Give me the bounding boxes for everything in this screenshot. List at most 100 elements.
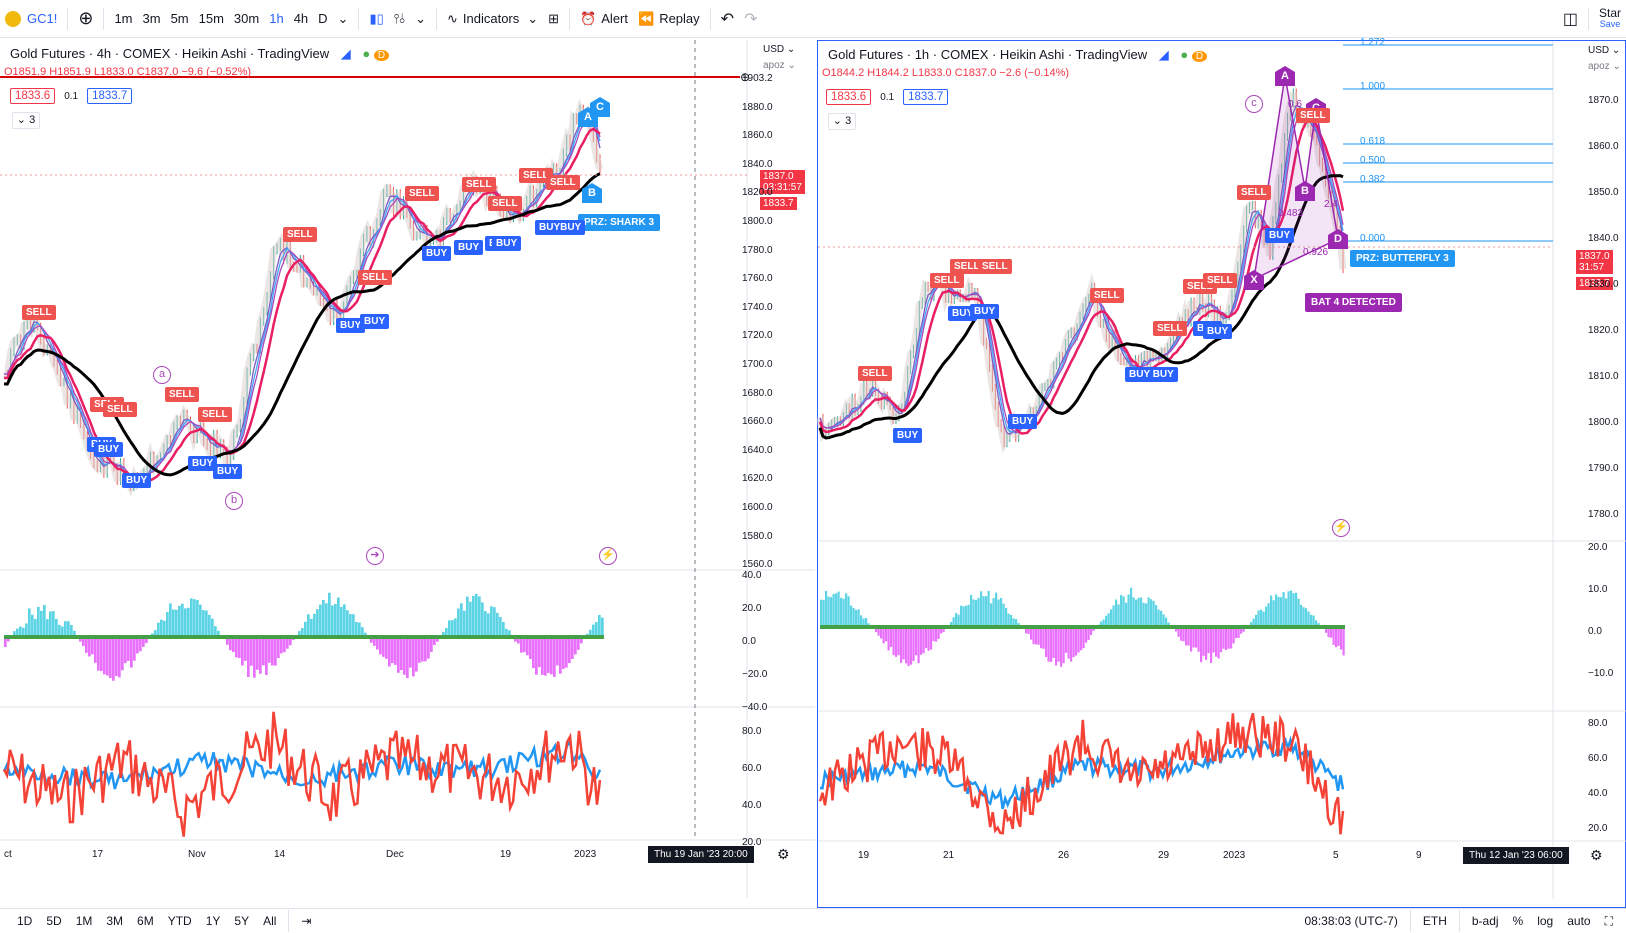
replay-button[interactable]: ⏪ Replay — [633, 0, 705, 38]
histogram-bar — [499, 617, 502, 637]
time-tick: 19 — [858, 850, 870, 861]
histogram-bar — [1100, 621, 1103, 627]
histogram-bar — [877, 627, 880, 636]
symbol-search[interactable]: GC1! — [0, 0, 62, 38]
histogram-bar — [1005, 607, 1008, 627]
layout-icon[interactable]: ◫ — [1562, 10, 1578, 28]
gear-icon[interactable]: ⚙ — [777, 846, 790, 862]
account-selector[interactable]: apoz ⌄ — [1588, 61, 1621, 72]
chevron-down-icon[interactable]: ⌄ — [415, 10, 426, 26]
last-price-tag: 1837.0 03:31:57 — [760, 170, 805, 194]
histogram-bar — [1087, 627, 1090, 641]
templates-grid-icon[interactable]: ⊞ — [548, 10, 560, 26]
histogram-bar — [1327, 627, 1330, 638]
currency-selector[interactable]: USD ⌄ — [763, 44, 796, 55]
log-toggle[interactable]: log — [1537, 914, 1554, 928]
star-label: Star — [1598, 5, 1621, 20]
histogram-bar — [598, 614, 601, 637]
indicators-collapse-button[interactable]: ⌄ 3 — [12, 112, 40, 129]
range-All[interactable]: All — [263, 914, 277, 928]
currency-selector[interactable]: USD ⌄ — [1588, 45, 1621, 56]
indicators-button[interactable]: ∿ Indicators ⌄ — [442, 0, 543, 38]
candle-chart-type-icon[interactable]: ⫯⫰ — [393, 10, 406, 26]
price-tick: 10.0 — [1588, 584, 1608, 595]
histogram-bar — [355, 621, 358, 637]
right-chart-canvas[interactable] — [816, 41, 1626, 909]
timeframe-1m[interactable]: 1m — [114, 11, 133, 26]
histogram-bar — [379, 637, 382, 655]
histogram-bar — [1262, 611, 1265, 627]
redo-icon[interactable]: ↷ — [744, 10, 758, 28]
timeframe-3m[interactable]: 3m — [142, 11, 161, 26]
save-button[interactable]: Star Save — [1594, 0, 1626, 38]
range-1Y[interactable]: 1Y — [205, 914, 221, 928]
fullscreen-icon[interactable]: ⛶ — [1604, 913, 1613, 928]
ask-price[interactable]: 1833.7 — [903, 89, 949, 105]
ask-price[interactable]: 1833.7 — [87, 88, 133, 104]
right-chart-pane[interactable]: Gold Futures · 1h · COMEX · Heikin Ashi … — [816, 37, 1626, 909]
histogram-bar — [965, 605, 968, 627]
timeframe-15m[interactable]: 15m — [198, 11, 224, 26]
histogram-bar — [885, 627, 888, 642]
histogram-bar — [550, 637, 553, 675]
bid-price[interactable]: 1833.6 — [10, 88, 56, 104]
undo-icon[interactable]: ↶ — [720, 10, 735, 28]
histogram-bar — [1045, 627, 1048, 657]
bar-chart-type-icon[interactable]: ▮▯ — [369, 10, 384, 26]
histogram-bar — [283, 637, 286, 653]
range-YTD[interactable]: YTD — [167, 914, 192, 928]
forward-arrow-icon[interactable]: ➔ — [366, 547, 384, 565]
clock-timezone[interactable]: 08:38:03 (UTC-7) — [1304, 914, 1398, 928]
date-range-icon[interactable]: ⇥ — [301, 914, 312, 928]
price-tick: 1840.0 — [742, 158, 773, 170]
wave-label-b: b — [225, 492, 243, 510]
histogram-bar — [1055, 627, 1058, 666]
histogram-bar — [1122, 596, 1125, 627]
alert-button[interactable]: ⏰ Alert — [575, 0, 633, 38]
histogram-bar — [1107, 613, 1110, 627]
histogram-bar — [1192, 627, 1195, 648]
histogram-bar — [1312, 615, 1315, 627]
histogram-bar — [31, 614, 34, 637]
histogram-bar — [1115, 599, 1118, 627]
histogram-bar — [845, 593, 848, 627]
auto-toggle[interactable]: auto — [1567, 914, 1591, 928]
plus-circle-icon[interactable]: ⊕ — [78, 8, 94, 28]
lightning-icon[interactable]: ⚡ — [1332, 519, 1350, 537]
histogram-bar — [1250, 622, 1253, 627]
histogram-bar — [247, 637, 250, 677]
timeframe-5m[interactable]: 5m — [170, 11, 189, 26]
left-chart-pane[interactable]: Gold Futures · 4h · COMEX · Heikin Ashi … — [0, 40, 815, 908]
price-tick: 1740.0 — [742, 301, 773, 313]
histogram-bar — [532, 637, 535, 669]
timeframe-D[interactable]: D — [318, 11, 328, 26]
timeframe-1h[interactable]: 1h — [269, 11, 284, 26]
bid-price[interactable]: 1833.6 — [826, 89, 872, 105]
range-6M[interactable]: 6M — [137, 914, 154, 928]
histogram-bar — [139, 637, 142, 652]
histogram-bar — [967, 604, 970, 627]
timeframe-4h[interactable]: 4h — [293, 11, 309, 26]
session-toggle[interactable]: ETH — [1422, 914, 1447, 928]
timeframe-30m[interactable]: 30m — [233, 11, 260, 26]
range-5D[interactable]: 5D — [46, 914, 62, 928]
lightning-icon[interactable]: ⚡ — [599, 547, 617, 565]
price-band — [816, 91, 1347, 454]
range-3M[interactable]: 3M — [106, 914, 124, 928]
histogram-bar — [202, 610, 205, 637]
chevron-down-icon[interactable]: ⌄ — [337, 10, 349, 26]
account-selector[interactable]: apoz ⌄ — [763, 60, 796, 71]
adjust-toggle[interactable]: b-adj — [1471, 914, 1499, 928]
range-1D[interactable]: 1D — [17, 914, 33, 928]
histogram-bar — [822, 599, 825, 627]
crosshair-plus-icon[interactable]: ⊕ — [740, 70, 751, 84]
price-tick: 1860.0 — [1588, 141, 1619, 152]
histogram-bar — [850, 605, 853, 627]
histogram-bar — [1290, 590, 1293, 627]
indicators-collapse-button[interactable]: ⌄ 3 — [828, 113, 856, 130]
percent-toggle[interactable]: % — [1512, 914, 1524, 928]
range-5Y[interactable]: 5Y — [234, 914, 250, 928]
gear-icon[interactable]: ⚙ — [1590, 847, 1603, 863]
price-tick: 1820.0 — [1588, 325, 1619, 336]
range-1M[interactable]: 1M — [75, 914, 93, 928]
